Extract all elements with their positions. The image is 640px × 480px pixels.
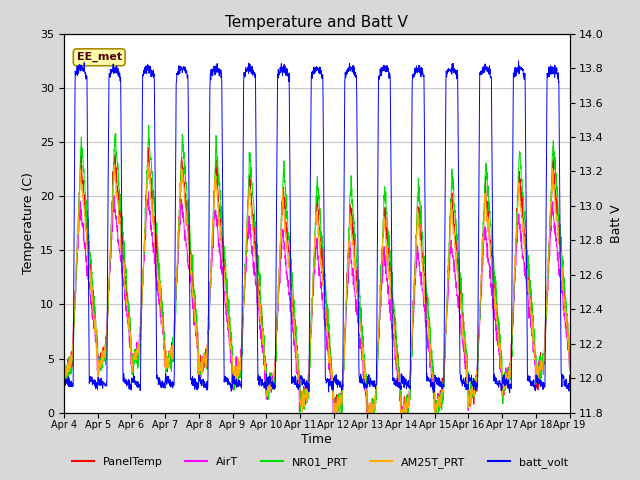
X-axis label: Time: Time [301,433,332,446]
Legend: PanelTemp, AirT, NR01_PRT, AM25T_PRT, batt_volt: PanelTemp, AirT, NR01_PRT, AM25T_PRT, ba… [68,452,572,472]
Text: EE_met: EE_met [77,52,122,62]
Y-axis label: Temperature (C): Temperature (C) [22,172,35,274]
Title: Temperature and Batt V: Temperature and Batt V [225,15,408,30]
Y-axis label: Batt V: Batt V [610,204,623,242]
